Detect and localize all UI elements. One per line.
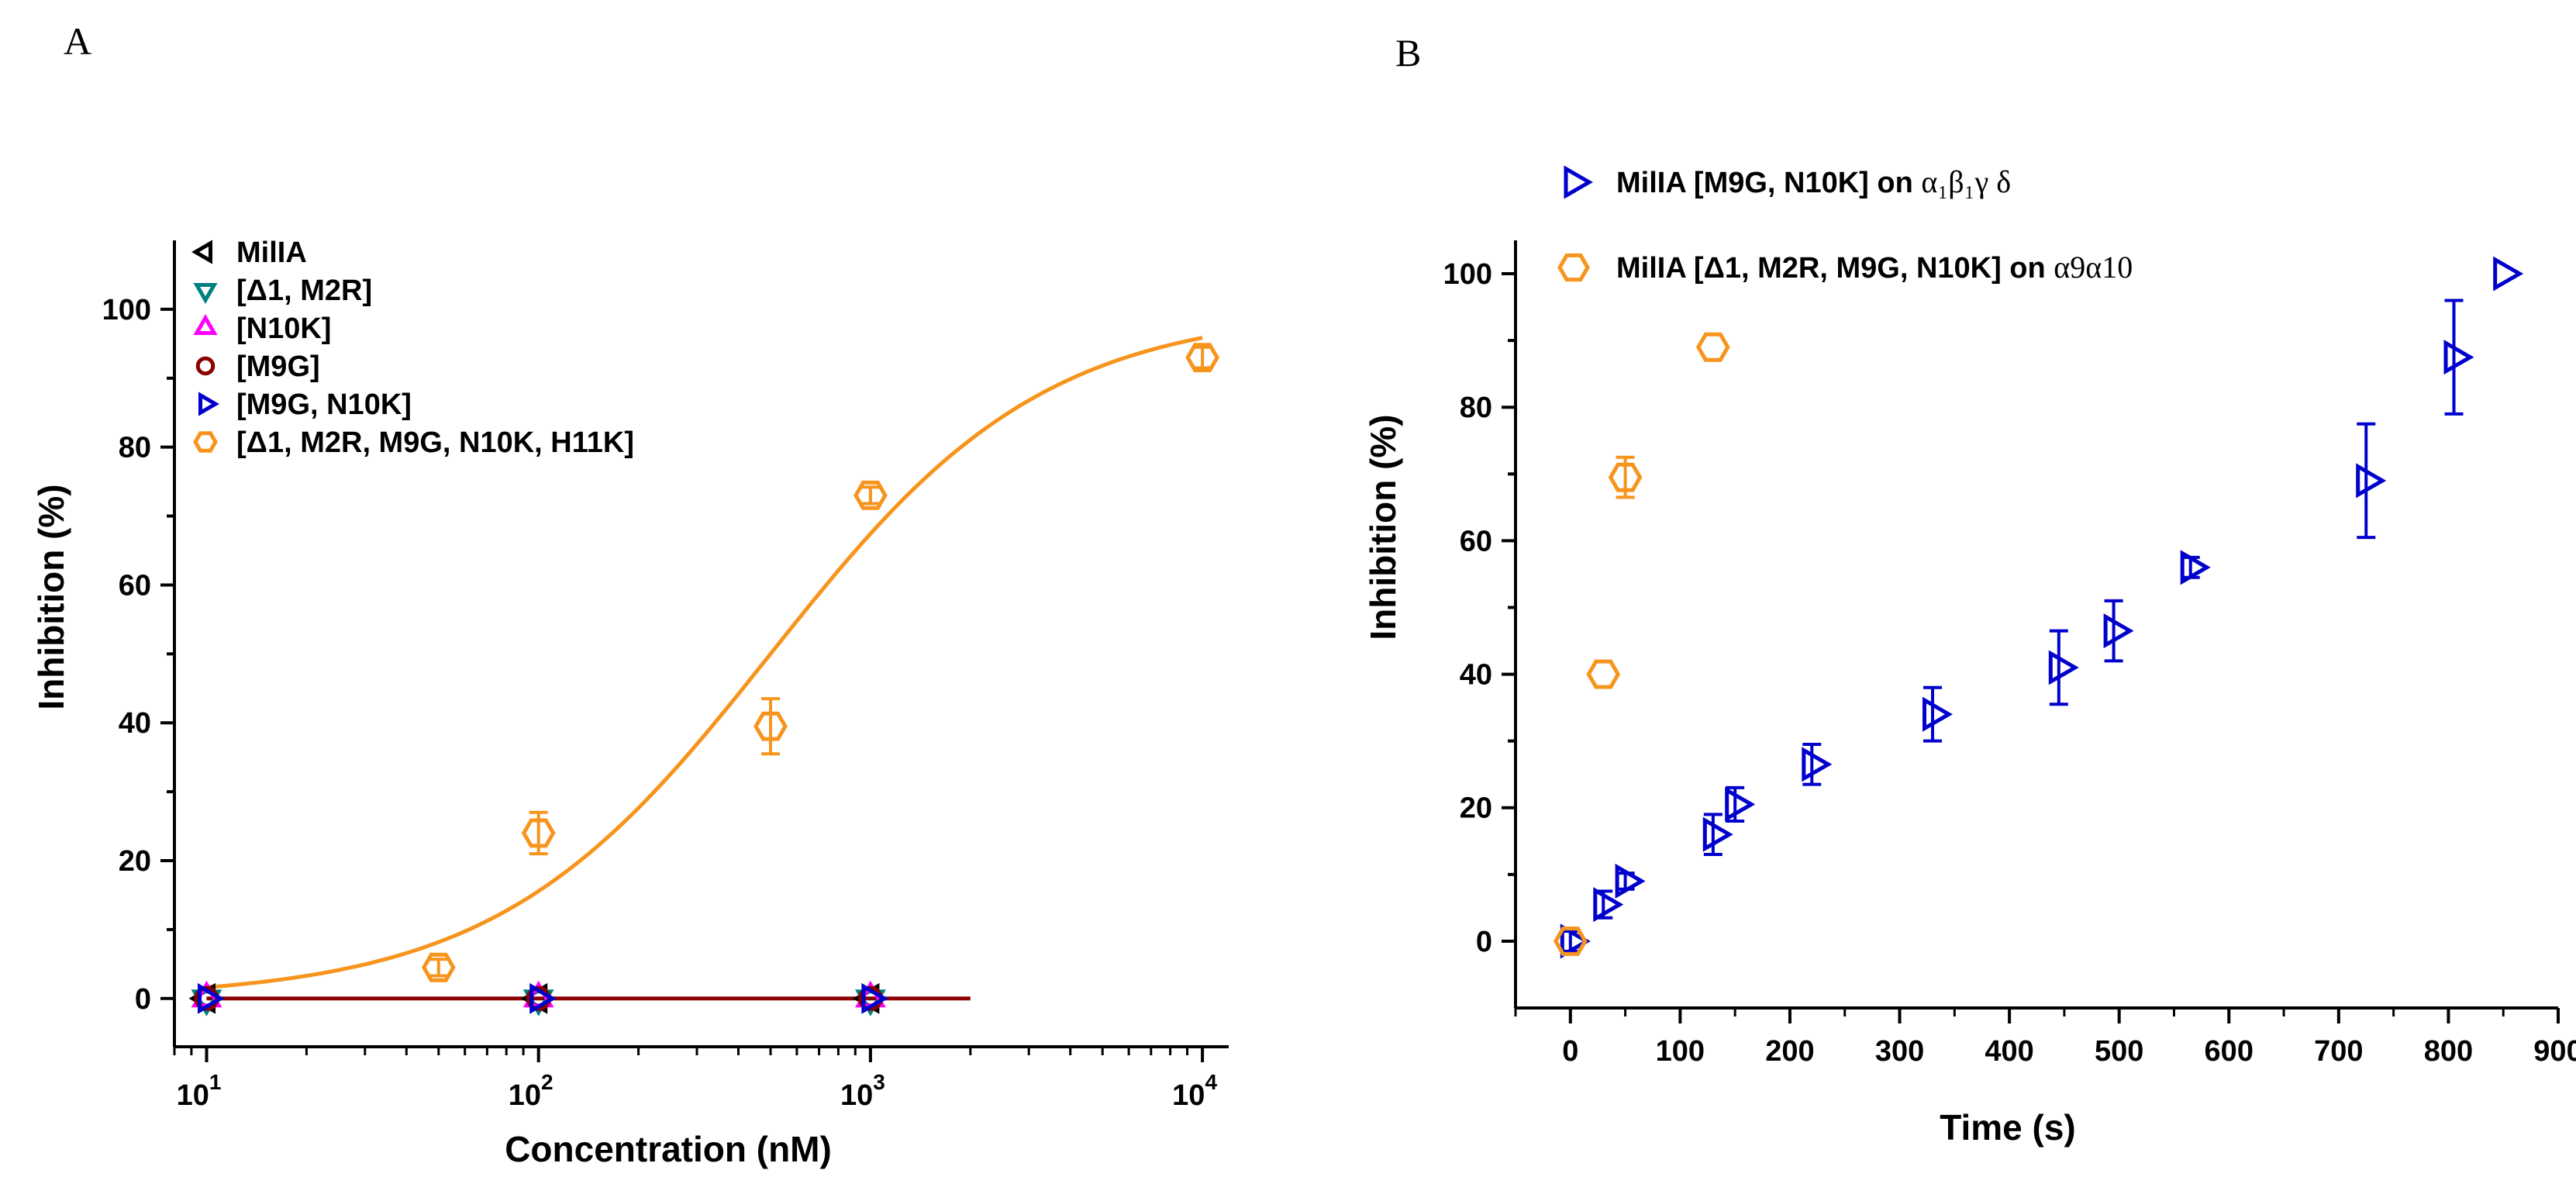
chart-a-point-series-5	[853, 480, 888, 510]
chart-a-y-tick-label: 0	[135, 983, 151, 1016]
chart-b-point-series-1	[1586, 659, 1621, 689]
chart-b-point-series-1	[1608, 462, 1643, 492]
chart-a-x-tick-label: 104	[1172, 1070, 1217, 1112]
chart-b-point-series-0	[1923, 696, 1953, 732]
chart-b-x-tick-label: 100	[1656, 1035, 1705, 1068]
chart-b-legend-target: α9α10	[2054, 250, 2133, 285]
chart-a-y-tick-label: 100	[102, 294, 151, 326]
chart-b: 0 20 40 60 80 100 0 100 200 300 400 500 600 700 800 900…	[1443, 164, 2576, 1068]
chart-b-point-series-0	[1702, 816, 1733, 852]
chart-a-legend-marker-5	[193, 431, 218, 453]
chart-a-x-tick-label: 102	[509, 1070, 553, 1112]
chart-b-x-tick-label: 500	[2095, 1035, 2143, 1068]
chart-a-hill-fit-curve	[206, 336, 1203, 989]
panel-b-label: B	[1395, 31, 1421, 74]
chart-a-point-series-5	[521, 818, 556, 848]
chart-b-point-series-0	[2493, 256, 2524, 292]
chart-a-legend-label-1: [Δ1, M2R]	[236, 274, 372, 307]
chart-b-legend-label-0: MilIA [M9G, N10K] on α₁β₁γ δ	[1616, 164, 2011, 199]
chart-b-point-series-0	[1615, 863, 1646, 899]
chart-b-point-series-0	[1725, 786, 1756, 822]
chart-b-y-tick-label: 80	[1460, 392, 1492, 424]
chart-a-point-series-4	[861, 982, 888, 1014]
chart-b-legend-name: MilIA [Δ1, M2R, M9G, N10K] on	[1616, 252, 2054, 285]
chart-b-y-tick-label: 100	[1443, 258, 1492, 291]
chart-a-y-tick-label: 80	[119, 432, 151, 464]
chart-b-point-series-0	[1802, 747, 1833, 782]
chart-a-point-series-4	[198, 982, 225, 1014]
chart-b-x-tick-label: 200	[1765, 1035, 1814, 1068]
chart-b-point-series-0	[2443, 340, 2474, 375]
chart-b-point-series-1	[1553, 927, 1588, 956]
chart-b-legend-name: MilIA [M9G, N10K] on	[1616, 167, 1921, 199]
chart-a-legend-label-3: [M9G]	[236, 350, 320, 383]
chart-a-x-tick-label: 103	[840, 1070, 885, 1112]
chart-b-legend-target: α₁β₁γ δ	[1921, 164, 2011, 199]
chart-a-x-tick-exponent: 4	[1205, 1070, 1217, 1094]
chart-b-x-tick-label: 800	[2424, 1035, 2473, 1068]
chart-b-x-tick-label: 900	[2533, 1035, 2576, 1068]
chart-a-y-axis-title: Inhibition (%)	[31, 484, 71, 709]
chart-a-x-tick-exponent: 3	[873, 1070, 885, 1094]
chart-a-legend-marker-0	[191, 240, 212, 264]
chart-a-point-series-5	[753, 711, 788, 741]
chart-a-x-axis-title: Concentration (nM)	[505, 1129, 832, 1169]
chart-a-legend-marker-1	[193, 283, 218, 304]
chart-a-x-tick-base: 10	[177, 1079, 209, 1112]
chart-a-legend-label-5: [Δ1, M2R, M9G, N10K, H11K]	[236, 426, 634, 459]
chart-b-x-tick-label: 400	[1985, 1035, 2033, 1068]
chart-b-y-tick-label: 0	[1476, 926, 1492, 958]
chart-a-legend-label-0: MilIA	[236, 236, 307, 269]
chart-b-y-tick-label: 60	[1460, 525, 1492, 557]
chart-a-legend-label-2: [N10K]	[236, 312, 331, 345]
chart-b-point-series-0	[1593, 887, 1624, 923]
chart-a-x-tick-exponent: 1	[209, 1070, 222, 1094]
chart-b-y-tick-label: 40	[1460, 659, 1492, 692]
chart-b-point-series-1	[1695, 332, 1730, 362]
chart-b-point-series-0	[2180, 550, 2211, 585]
chart-b-legend-marker-0	[1564, 165, 1594, 199]
chart-b-x-tick-label: 600	[2205, 1035, 2254, 1068]
chart-b-x-tick-label: 300	[1875, 1035, 1924, 1068]
chart-a-legend-marker-3	[195, 356, 216, 376]
chart-a-point-series-5	[1185, 343, 1219, 373]
chart-b-point-series-0	[2103, 613, 2134, 649]
chart-a-y-tick-label: 20	[119, 845, 151, 878]
chart-b-y-tick-label: 20	[1460, 792, 1492, 825]
chart-b-legend-marker-1	[1557, 253, 1590, 282]
chart-a-x-tick-base: 10	[840, 1079, 873, 1112]
panel-a-label: A	[64, 19, 91, 63]
chart-a-point-series-5	[421, 952, 456, 982]
chart-b-x-tick-label: 700	[2314, 1035, 2363, 1068]
chart-a-point-series-4	[529, 982, 557, 1014]
chart-a-y-tick-label: 60	[119, 569, 151, 602]
chart-a-legend-marker-4	[198, 392, 219, 416]
chart-a-legend-marker-2	[193, 314, 218, 335]
chart-a-x-tick-label: 101	[177, 1070, 222, 1112]
chart-b-x-tick-label: 0	[1562, 1035, 1578, 1068]
chart-b-legend-label-1: MilIA [Δ1, M2R, M9G, N10K] on α9α10	[1616, 250, 2133, 285]
chart-a-x-tick-base: 10	[509, 1079, 541, 1112]
chart-b-point-series-0	[2048, 650, 2079, 685]
chart-a-x-tick-base: 10	[1172, 1079, 1205, 1112]
chart-b-x-axis-title: Time (s)	[1940, 1107, 2076, 1148]
chart-b-point-series-0	[1560, 923, 1591, 959]
chart-a-x-tick-exponent: 2	[541, 1070, 553, 1094]
chart-a-legend-label-4: [M9G, N10K]	[236, 388, 412, 421]
chart-b-y-axis-title: Inhibition (%)	[1363, 414, 1403, 640]
chart-b-point-series-0	[2356, 463, 2387, 499]
chart-a-y-tick-label: 40	[119, 707, 151, 740]
